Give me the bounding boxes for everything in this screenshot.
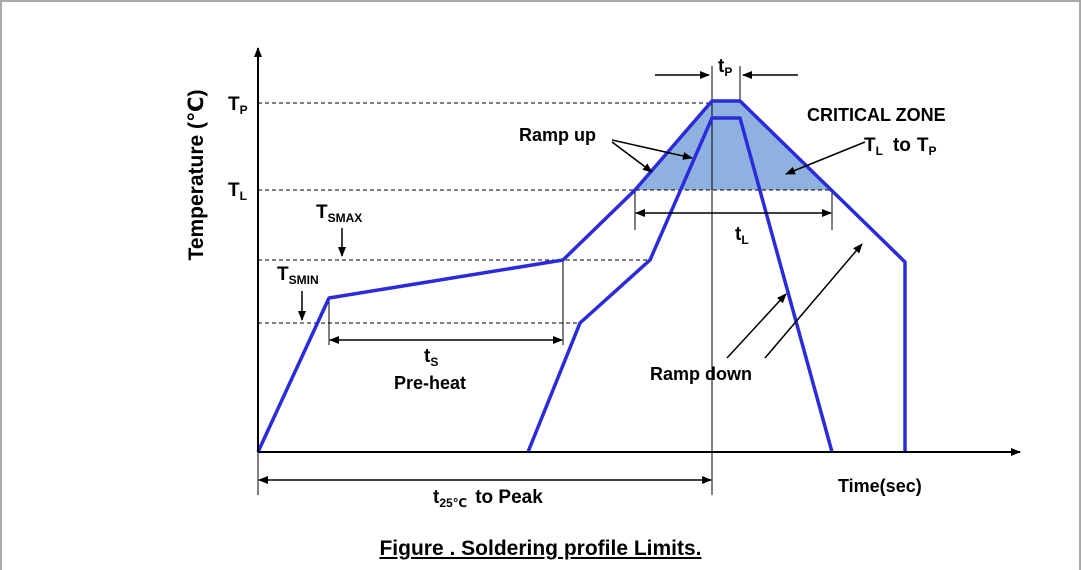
axes: [254, 47, 1021, 456]
ramp-up-label: Ramp up: [519, 125, 596, 145]
ramp-down-arrow-1: [726, 293, 787, 359]
x-axis-label: Time(sec): [838, 476, 922, 496]
t25-to-peak-label: t25℃ to Peak: [433, 487, 543, 510]
critical-zone-range: TL to TP: [864, 135, 937, 158]
critical-zone-fill: [635, 101, 832, 190]
level-guides: [258, 102, 832, 324]
dimension-arrows: [258, 71, 866, 484]
tl-level-label: TL: [228, 180, 247, 203]
ramp-up-arrow-1: [611, 141, 653, 173]
profile-curves: [256, 99, 907, 453]
ramp-down-label: Ramp down: [650, 364, 752, 384]
tp-time-label: tP: [718, 56, 732, 79]
tl-time-label: tL: [735, 224, 749, 247]
tsmin-label: TSMIN: [277, 264, 319, 287]
min-profile-curve: [526, 116, 834, 453]
y-axis-label: Temperature (℃): [185, 90, 208, 261]
figure-caption: Figure . Soldering profile Limits.: [379, 537, 702, 560]
preheat-label: Pre-heat: [394, 373, 466, 393]
ts-label: tS: [424, 346, 438, 369]
vertical-guides: [257, 66, 833, 495]
max-profile-curve: [256, 99, 907, 453]
critical-zone-title: CRITICAL ZONE: [807, 105, 946, 125]
tp-level-label: TP: [228, 94, 248, 117]
ramp-up-arrow-2: [611, 139, 693, 160]
tsmax-label: TSMAX: [316, 202, 362, 225]
ramp-down-arrow-2: [764, 243, 863, 359]
critical-zone-arrow: [785, 141, 866, 175]
